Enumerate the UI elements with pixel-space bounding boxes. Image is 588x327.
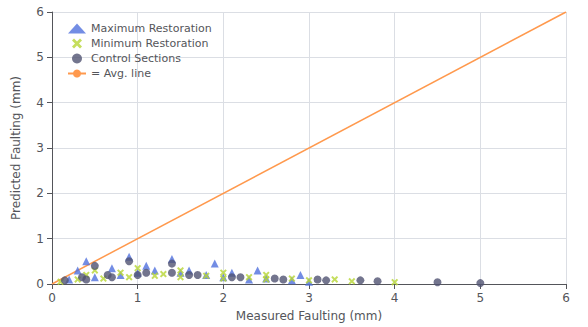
svg-text:6: 6	[36, 5, 44, 19]
svg-text:1: 1	[36, 232, 44, 246]
svg-text:Predicted Faulting (mm): Predicted Faulting (mm)	[9, 76, 23, 220]
svg-text:5: 5	[36, 50, 44, 64]
svg-text:Measured Faulting (mm): Measured Faulting (mm)	[236, 309, 382, 323]
svg-text:Minimum Restoration: Minimum Restoration	[91, 37, 209, 50]
svg-text:3: 3	[305, 291, 313, 305]
svg-text:2: 2	[36, 186, 44, 200]
svg-text:4: 4	[36, 96, 44, 110]
svg-text:6: 6	[562, 291, 570, 305]
svg-text:5: 5	[477, 291, 485, 305]
svg-text:Control Sections: Control Sections	[91, 52, 181, 65]
svg-text:= Avg. line: = Avg. line	[91, 67, 151, 80]
svg-text:0: 0	[48, 291, 56, 305]
svg-text:2: 2	[220, 291, 228, 305]
svg-text:4: 4	[391, 291, 399, 305]
svg-text:3: 3	[36, 141, 44, 155]
svg-text:Maximum Restoration: Maximum Restoration	[91, 22, 212, 35]
svg-text:1: 1	[134, 291, 142, 305]
svg-text:0: 0	[36, 277, 44, 291]
